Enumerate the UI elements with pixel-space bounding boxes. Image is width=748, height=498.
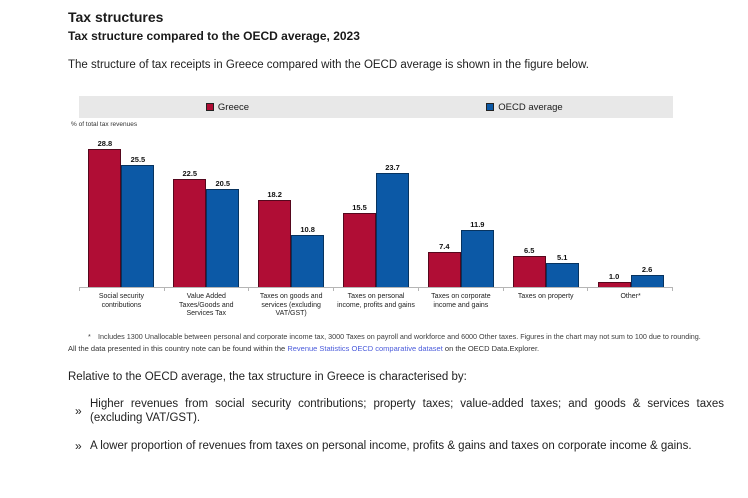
x-axis-labels: Social security contributions Value Added…	[79, 293, 673, 319]
oecd-bar: 11.9	[460, 220, 494, 287]
page-title: Tax structures	[68, 9, 164, 25]
footnote-text: Includes 1300 Unallocable between person…	[98, 331, 701, 341]
category-label: Value Added Taxes/Goods and Services Tax	[179, 293, 234, 317]
bar-value-label: 7.4	[439, 241, 450, 251]
legend-item-oecd-average: OECD average	[376, 102, 673, 113]
bar-value-label: 2.6	[641, 264, 653, 274]
asterisk-marker: *	[88, 331, 91, 341]
bullet-text: A lower proportion of revenues from taxe…	[90, 439, 692, 452]
legend-swatch-icon	[486, 103, 495, 111]
legend-item-greece: Greece	[79, 102, 376, 113]
bar-value-label: 20.5	[215, 178, 231, 188]
bar-value-label: 5.1	[557, 252, 568, 262]
bar-value-label: 11.9	[470, 220, 485, 229]
tax-structure-chart: Greece OECD average % of total tax revenu…	[71, 96, 673, 288]
greece-bar: 18.2	[258, 190, 292, 287]
greece-bar: 7.4	[427, 242, 461, 287]
oecd-bar: 10.8	[291, 225, 325, 287]
greece-bar: 15.5	[343, 203, 376, 287]
bar-value-label: 10.8	[300, 225, 315, 235]
greece-bar: 28.8	[88, 139, 122, 287]
chart-plot: 28.8 25.5 22.5 20.5 18.2 10.8 15.5 23.7 7.4 11.9 6…	[79, 136, 673, 288]
axis-tick	[163, 288, 249, 291]
oecd-bar: 20.5	[206, 179, 240, 287]
bar-group: 22.5 20.5	[164, 136, 249, 287]
summary-section: Relative to the OECD average, the tax st…	[68, 370, 724, 454]
bar-group: 7.4 11.9	[418, 136, 503, 287]
bar-group: 28.8 25.5	[79, 136, 164, 287]
summary-bullet-1: » Higher revenues from social security c…	[68, 397, 724, 426]
summary-bullet-2: » A lower proportion of revenues from ta…	[68, 439, 724, 454]
category-label: Taxes on property	[517, 293, 574, 300]
category-label: Taxes on goods and services (excluding V…	[259, 293, 323, 317]
bar-group: 1.0 2.6	[588, 136, 673, 287]
bullet-marker: »	[75, 438, 82, 453]
source-prefix: All the data presented in this country n…	[68, 343, 288, 353]
chart-legend: Greece OECD average	[79, 96, 673, 118]
oecd-bar: 25.5	[121, 155, 155, 287]
greece-bar: 1.0	[597, 272, 631, 287]
summary-lead: Relative to the OECD average, the tax st…	[68, 370, 467, 383]
axis-tick	[79, 288, 164, 291]
legend-swatch-icon	[205, 103, 214, 111]
legend-label: OECD average	[498, 101, 563, 113]
axis-tick	[587, 288, 674, 291]
x-axis-ticks	[79, 288, 674, 291]
axis-tick	[502, 288, 588, 291]
category-label: Taxes on corporate income and gains	[431, 293, 491, 309]
axis-tick	[333, 288, 418, 291]
bar-value-label: 28.8	[97, 139, 113, 149]
oecd-bar: 23.7	[376, 163, 409, 287]
category-label: Taxes on personal income, profits and ga…	[337, 293, 415, 309]
bar-value-label: 22.5	[182, 169, 198, 179]
bar-value-label: 6.5	[524, 245, 535, 255]
bar-value-label: 25.5	[130, 154, 146, 164]
legend-label: Greece	[217, 101, 250, 113]
bullet-text: Higher revenues from social security con…	[90, 397, 724, 425]
oecd-bar: 2.6	[630, 265, 664, 287]
chart-footnotes: * Includes 1300 Unallocable between pers…	[68, 331, 720, 354]
axis-tick	[417, 288, 503, 291]
bar-group: 6.5 5.1	[503, 136, 588, 287]
oecd-bar: 5.1	[545, 253, 579, 287]
source-line: All the data presented in this country n…	[68, 343, 720, 354]
category-label: Other*	[620, 293, 641, 300]
greece-bar: 22.5	[173, 169, 207, 287]
source-suffix: on the OECD Data.Explorer.	[442, 343, 540, 353]
bar-value-label: 15.5	[352, 202, 367, 212]
chart-subtitle: Tax structure compared to the OECD avera…	[68, 29, 360, 43]
intro-paragraph: The structure of tax receipts in Greece …	[68, 59, 589, 71]
axis-tick	[248, 288, 333, 291]
bar-value-label: 1.0	[608, 272, 620, 282]
greece-bar: 6.5	[512, 246, 546, 287]
bar-value-label: 18.2	[267, 189, 282, 199]
footnote-asterisk-line: * Includes 1300 Unallocable between pers…	[68, 331, 720, 342]
y-axis-unit-label: % of total tax revenues	[71, 121, 138, 128]
bullet-marker: »	[75, 404, 82, 418]
bar-group: 15.5 23.7	[334, 136, 419, 287]
category-label: Social security contributions	[98, 293, 144, 309]
revenue-statistics-dataset-link[interactable]: Revenue Statistics OECD comparative data…	[287, 343, 443, 353]
bar-value-label: 23.7	[385, 163, 400, 173]
bar-group: 18.2 10.8	[249, 136, 334, 287]
